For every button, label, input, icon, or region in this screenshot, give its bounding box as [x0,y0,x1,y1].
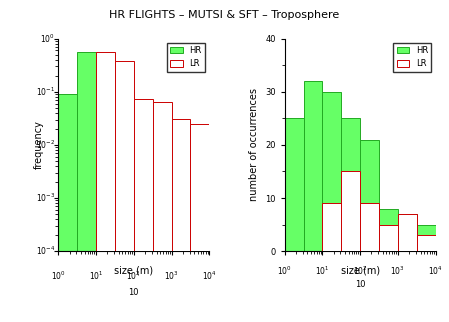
Bar [134,99,153,251]
Bar [190,124,209,251]
Text: $10^{0}$: $10^{0}$ [277,264,292,277]
Text: $10^{-3}$: $10^{-3}$ [36,192,55,204]
Bar [379,209,398,251]
Text: $10^{4}$: $10^{4}$ [428,264,443,277]
Bar [360,140,379,251]
Bar [379,225,398,251]
X-axis label: size (m): size (m) [114,266,154,276]
Text: $10^{3}$: $10^{3}$ [164,270,179,282]
Text: $10^{-4}$: $10^{-4}$ [36,245,55,257]
Bar [417,225,436,251]
Text: $10^{1}$: $10^{1}$ [89,270,103,282]
Bar [322,92,341,251]
Text: $10^{2}$: $10^{2}$ [353,264,367,277]
Bar [190,214,209,251]
Bar [398,214,417,251]
Text: $10^{3}$: $10^{3}$ [391,264,405,277]
Bar [172,174,190,251]
Bar [77,52,96,251]
Legend: HR, LR: HR, LR [393,43,431,71]
Bar [398,214,417,251]
Bar [115,61,134,251]
Text: $10^{0}$: $10^{0}$ [40,33,55,45]
Bar [304,81,322,251]
Text: $10^{1}$: $10^{1}$ [315,264,330,277]
Text: $10^{4}$: $10^{4}$ [202,270,217,282]
Legend: HR, LR: HR, LR [167,43,205,71]
X-axis label: size (m): size (m) [340,266,380,276]
Bar [115,92,134,251]
Bar [153,141,172,251]
Bar [58,94,77,251]
Text: $10^{-2}$: $10^{-2}$ [36,139,55,151]
Text: HR FLIGHTS – MUTSI & SFT – Troposphere: HR FLIGHTS – MUTSI & SFT – Troposphere [110,10,339,20]
Text: 10: 10 [355,280,365,289]
Text: $10^{-1}$: $10^{-1}$ [36,86,55,98]
Text: $10^{2}$: $10^{2}$ [127,270,141,282]
Bar [96,52,115,251]
Bar [417,235,436,251]
Bar [172,119,190,251]
Text: $10^{0}$: $10^{0}$ [51,270,66,282]
Bar [360,204,379,251]
Bar [153,102,172,251]
Y-axis label: frequency: frequency [34,120,44,169]
Bar [96,63,115,251]
Bar [134,103,153,251]
Bar [322,204,341,251]
Bar [341,171,360,251]
Y-axis label: number of occurrences: number of occurrences [250,89,260,201]
Bar [285,118,304,251]
Text: 10: 10 [128,289,139,297]
Bar [341,118,360,251]
